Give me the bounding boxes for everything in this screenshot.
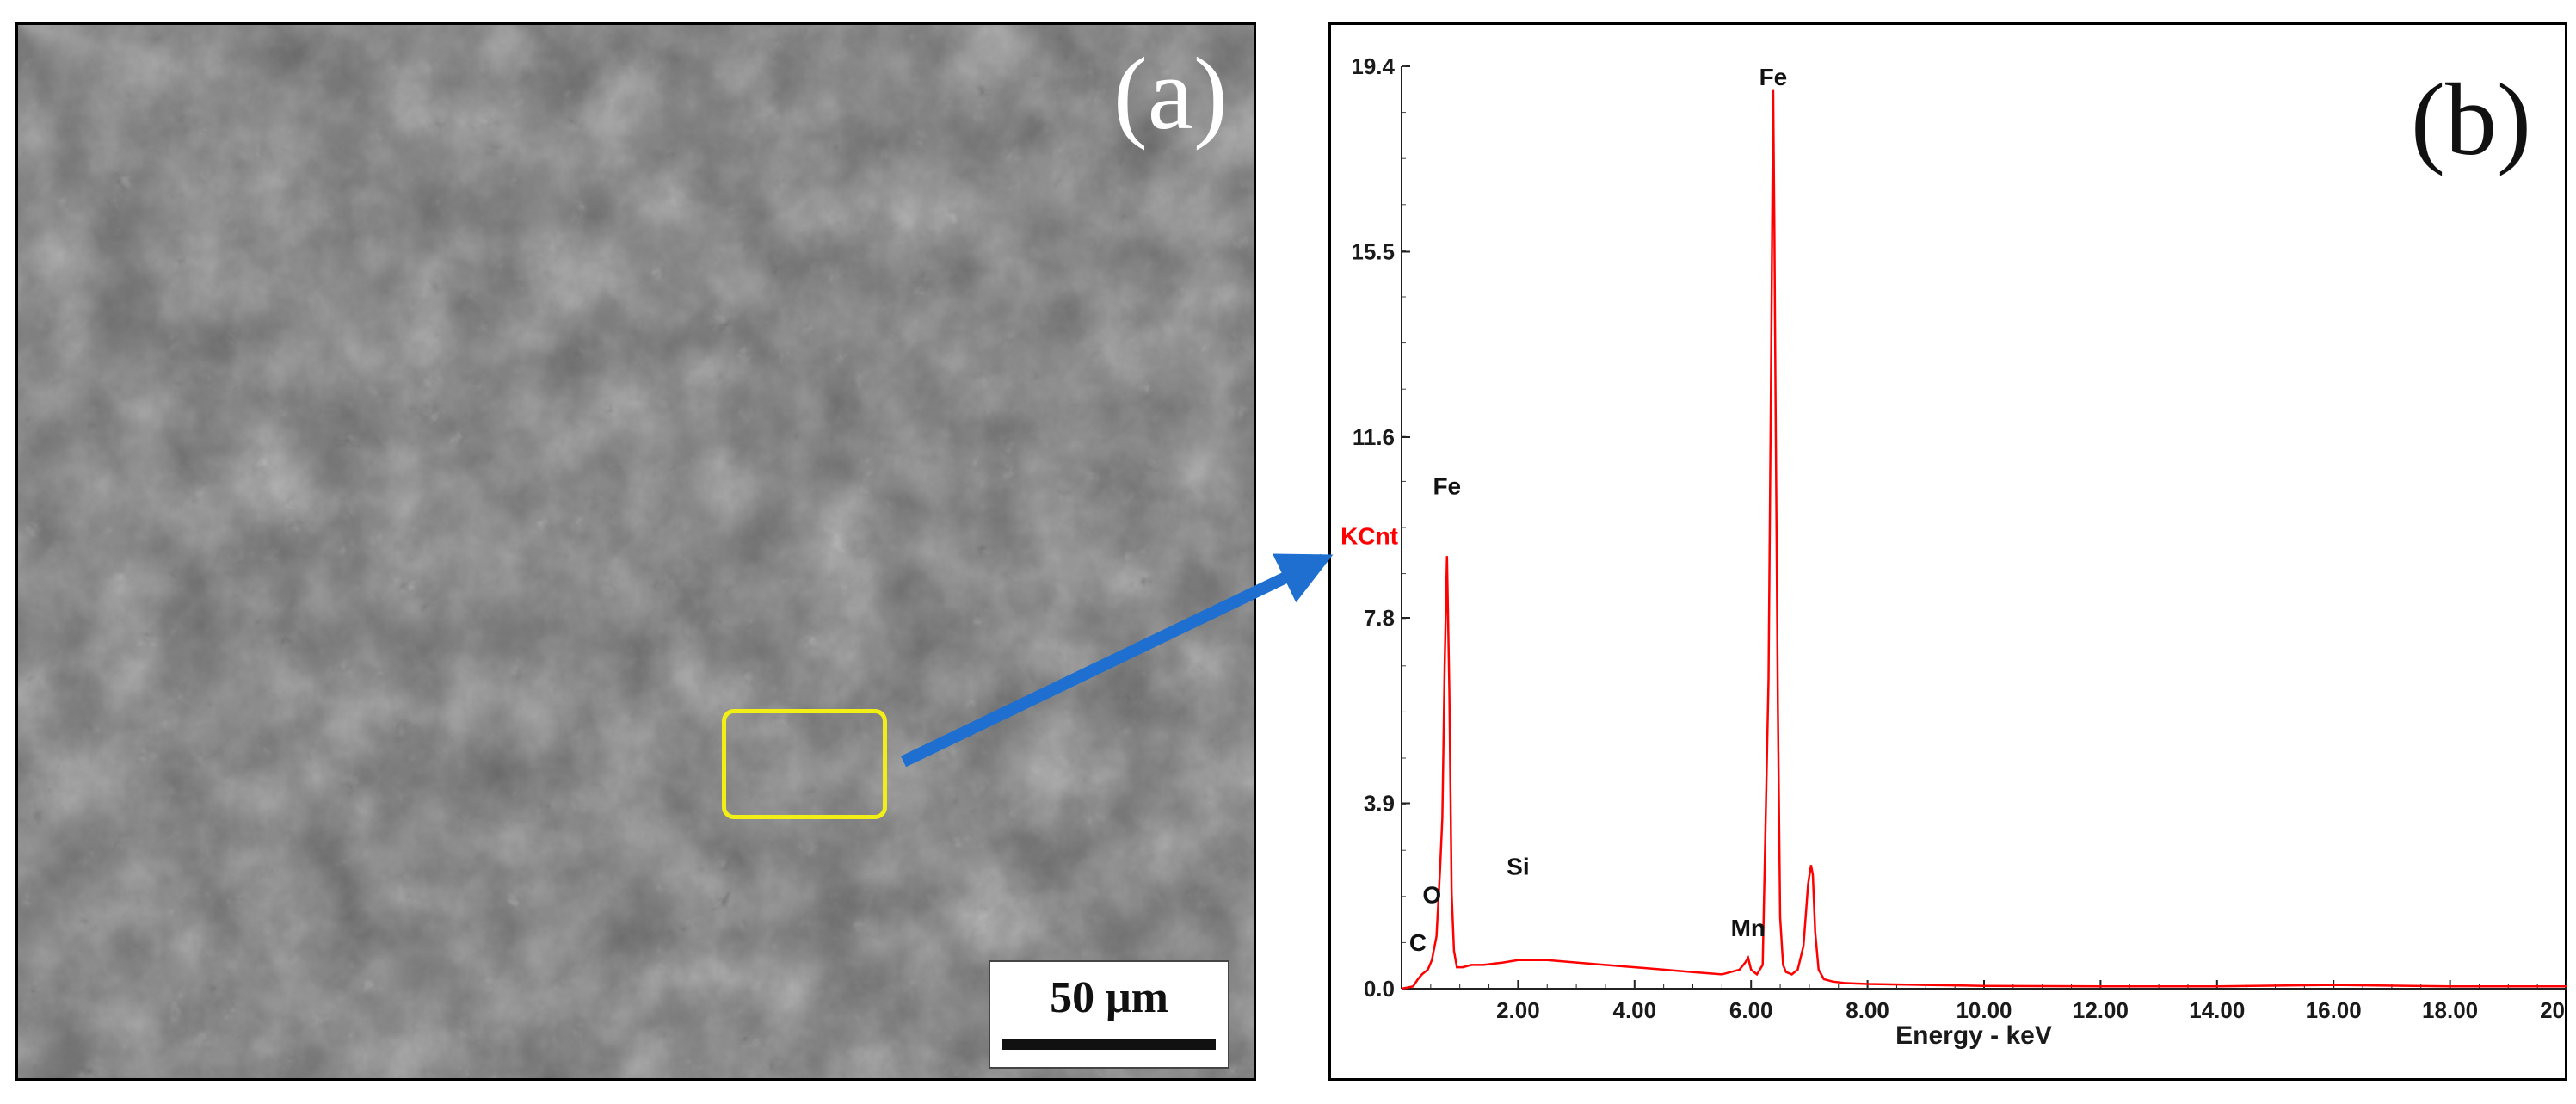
x-tick-label: 20	[2540, 997, 2565, 1023]
x-tick-label: 8.00	[1846, 997, 1889, 1023]
panel-b-label: (b)	[2411, 62, 2531, 176]
eds-spectrum-chart: 0.0 3.9 7.8 11.6 15.5 19.4 2.00 4.00 6.00 8.00 10…	[1340, 53, 2567, 1050]
scale-bar-label: 50 μm	[1050, 973, 1168, 1022]
peak-label-si: Si	[1507, 853, 1529, 879]
x-tick-label: 18.00	[2422, 997, 2478, 1023]
peak-labels: CO Fe Si Mn Fe	[1409, 64, 1787, 956]
spectrum-line	[1401, 89, 2567, 990]
y-tick-label: 11.6	[1353, 424, 1395, 450]
x-ticks: 2.00 4.00 6.00 8.00 10.00 12.00 14.00 16.00 18.0…	[1401, 980, 2567, 1023]
panel-a-label: (a)	[1112, 36, 1228, 151]
peak-label-o: O	[1422, 882, 1441, 909]
scale-bar-box: 50 μm	[989, 960, 1229, 1069]
x-tick-label: 12.00	[2073, 997, 2129, 1023]
axes	[1401, 66, 2567, 990]
sem-micrograph-image	[18, 25, 1254, 1078]
x-axis-title: Energy - keV	[1895, 1021, 2052, 1050]
x-tick-label: 16.00	[2306, 997, 2362, 1023]
x-tick-label: 2.00	[1496, 997, 1540, 1023]
x-tick-label: 14.00	[2189, 997, 2245, 1023]
x-tick-label: 6.00	[1729, 997, 1773, 1023]
y-axis-title: KCnt	[1340, 522, 1398, 549]
peak-label-fe: Fe	[1433, 472, 1461, 499]
sem-micrograph-panel: (a) 50 μm	[15, 22, 1256, 1081]
y-tick-label: 0.0	[1364, 976, 1395, 1002]
y-tick-label: 19.4	[1351, 53, 1395, 79]
scale-bar	[1002, 1039, 1216, 1050]
peak-label-mn: Mn	[1731, 915, 1766, 941]
y-tick-label: 7.8	[1364, 605, 1395, 631]
y-tick-label: 3.9	[1364, 790, 1395, 816]
x-tick-label: 4.00	[1612, 997, 1656, 1023]
peak-label-c: C	[1409, 929, 1427, 956]
y-tick-label: 15.5	[1351, 239, 1395, 265]
y-ticks: 0.0 3.9 7.8 11.6 15.5 19.4	[1351, 53, 1410, 1002]
x-tick-label: 10.00	[1956, 997, 2012, 1023]
peak-label-fe: Fe	[1759, 64, 1788, 90]
roi-highlight-box	[722, 709, 887, 819]
eds-spectrum-panel: 0.0 3.9 7.8 11.6 15.5 19.4 2.00 4.00 6.00 8.00 10…	[1328, 22, 2567, 1081]
